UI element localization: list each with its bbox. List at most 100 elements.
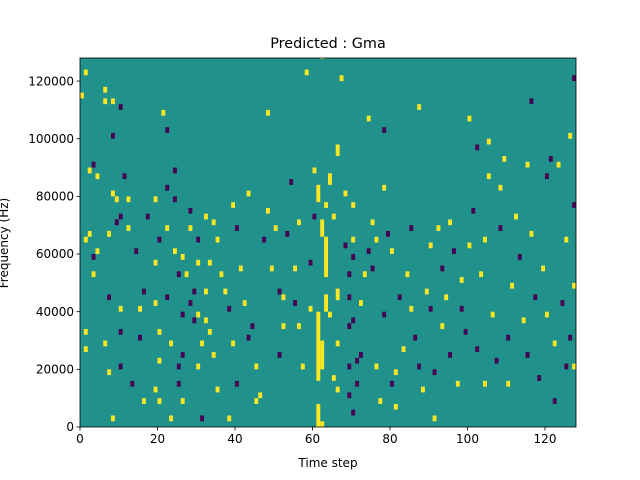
heatmap-cell [180,398,185,404]
heatmap-cell [277,352,282,358]
heatmap-cell [293,265,297,272]
heatmap-cell [83,236,88,243]
heatmap-cell [359,300,363,306]
heatmap-cell [382,127,387,133]
heatmap-cell [269,265,274,272]
heatmap-cell [223,288,228,295]
heatmap-cell [200,340,204,347]
heatmap-cell [347,271,352,278]
heatmap-cell [312,167,317,174]
heatmap-cell [568,334,573,341]
heatmap-cell [335,144,340,157]
heatmap-cell [498,184,503,191]
heatmap-cell [297,323,301,329]
heatmap-cell [176,363,181,370]
heatmap-cell [153,259,158,266]
heatmap-cell [111,98,115,105]
heatmap-cell [207,259,212,266]
heatmap-cell [103,98,108,105]
heatmap-cell [324,236,328,278]
heatmap-cell [421,386,425,393]
heatmap-cell [335,288,340,301]
heatmap-cell [459,277,464,283]
heatmap-cell [390,248,394,255]
heatmap-cell [525,161,530,168]
heatmap-cell [169,415,173,422]
heatmap-cell [556,161,561,168]
heatmap-cell [231,340,235,347]
heatmap-cell [153,386,158,393]
heatmap-cell [289,179,294,185]
heatmap-cell [347,294,352,301]
heatmap-cell [80,92,84,99]
heatmap-cell [432,369,437,376]
heatmap-cell [514,213,518,220]
x-tick-label: 80 [382,432,397,446]
heatmap-cell [335,386,340,393]
x-axis-label: Time step [297,456,357,470]
heatmap-cell [250,323,255,329]
heatmap-cell [409,225,414,231]
heatmap-cell [297,219,301,226]
heatmap-cell [227,305,232,312]
heatmap-cell [370,265,375,272]
heatmap-cell [366,248,371,255]
heatmap-cell [91,271,96,278]
heatmap-cell [351,202,356,208]
heatmap-cell [568,132,573,139]
heatmap-cell [138,305,142,312]
heatmap-cell [285,230,290,237]
heatmap-cell [386,230,390,237]
heatmap-cell [211,352,216,358]
heatmap-cell [200,415,204,422]
heatmap-cell [359,352,363,358]
heatmap-cell [521,317,526,324]
heatmap-cell [95,173,100,180]
heatmap-cell [498,225,503,231]
heatmap-cell [564,363,569,370]
heatmap-cell [366,115,371,122]
heatmap-cell [184,271,189,278]
x-tick-label: 40 [227,432,242,446]
heatmap-cell [204,213,208,220]
heatmap-cell [347,392,352,399]
heatmap-cell [215,386,220,393]
heatmap-cell [188,225,193,231]
heatmap-cell [533,294,538,301]
heatmap-cell [347,323,352,329]
heatmap-cell [560,300,565,306]
heatmap-cell [196,363,201,370]
heatmap-cell [506,334,511,341]
heatmap-cell [355,380,359,387]
heatmap-cell [467,242,472,249]
heatmap-cell [176,380,181,387]
heatmap-cell [529,98,534,105]
heatmap-cell [173,196,177,203]
heatmap-cell [440,265,445,272]
heatmap-cell [351,236,356,243]
heatmap-cell [483,380,487,387]
heatmap-cell [111,415,115,422]
heatmap-cell [331,375,336,381]
heatmap-cell [552,340,557,347]
heatmap-cell [142,398,146,404]
heatmap-cell [552,398,557,404]
heatmap-cell [374,236,379,243]
heatmap-cell [254,398,259,404]
heatmap-cell [308,259,313,266]
heatmap-cell [417,363,421,370]
heatmap-cell [320,58,325,59]
heatmap-cell [510,282,514,289]
heatmap-cell [351,409,356,416]
heatmap-cell [545,173,549,180]
heatmap-cell [397,294,402,301]
heatmap-cell [258,392,263,399]
heatmap-cell [541,265,545,272]
heatmap-cell [227,415,232,422]
heatmap-cell [219,271,224,278]
heatmap-cell [118,213,123,220]
heatmap-cell [118,363,123,370]
heatmap-cell [114,196,119,203]
plot-area [79,57,577,428]
